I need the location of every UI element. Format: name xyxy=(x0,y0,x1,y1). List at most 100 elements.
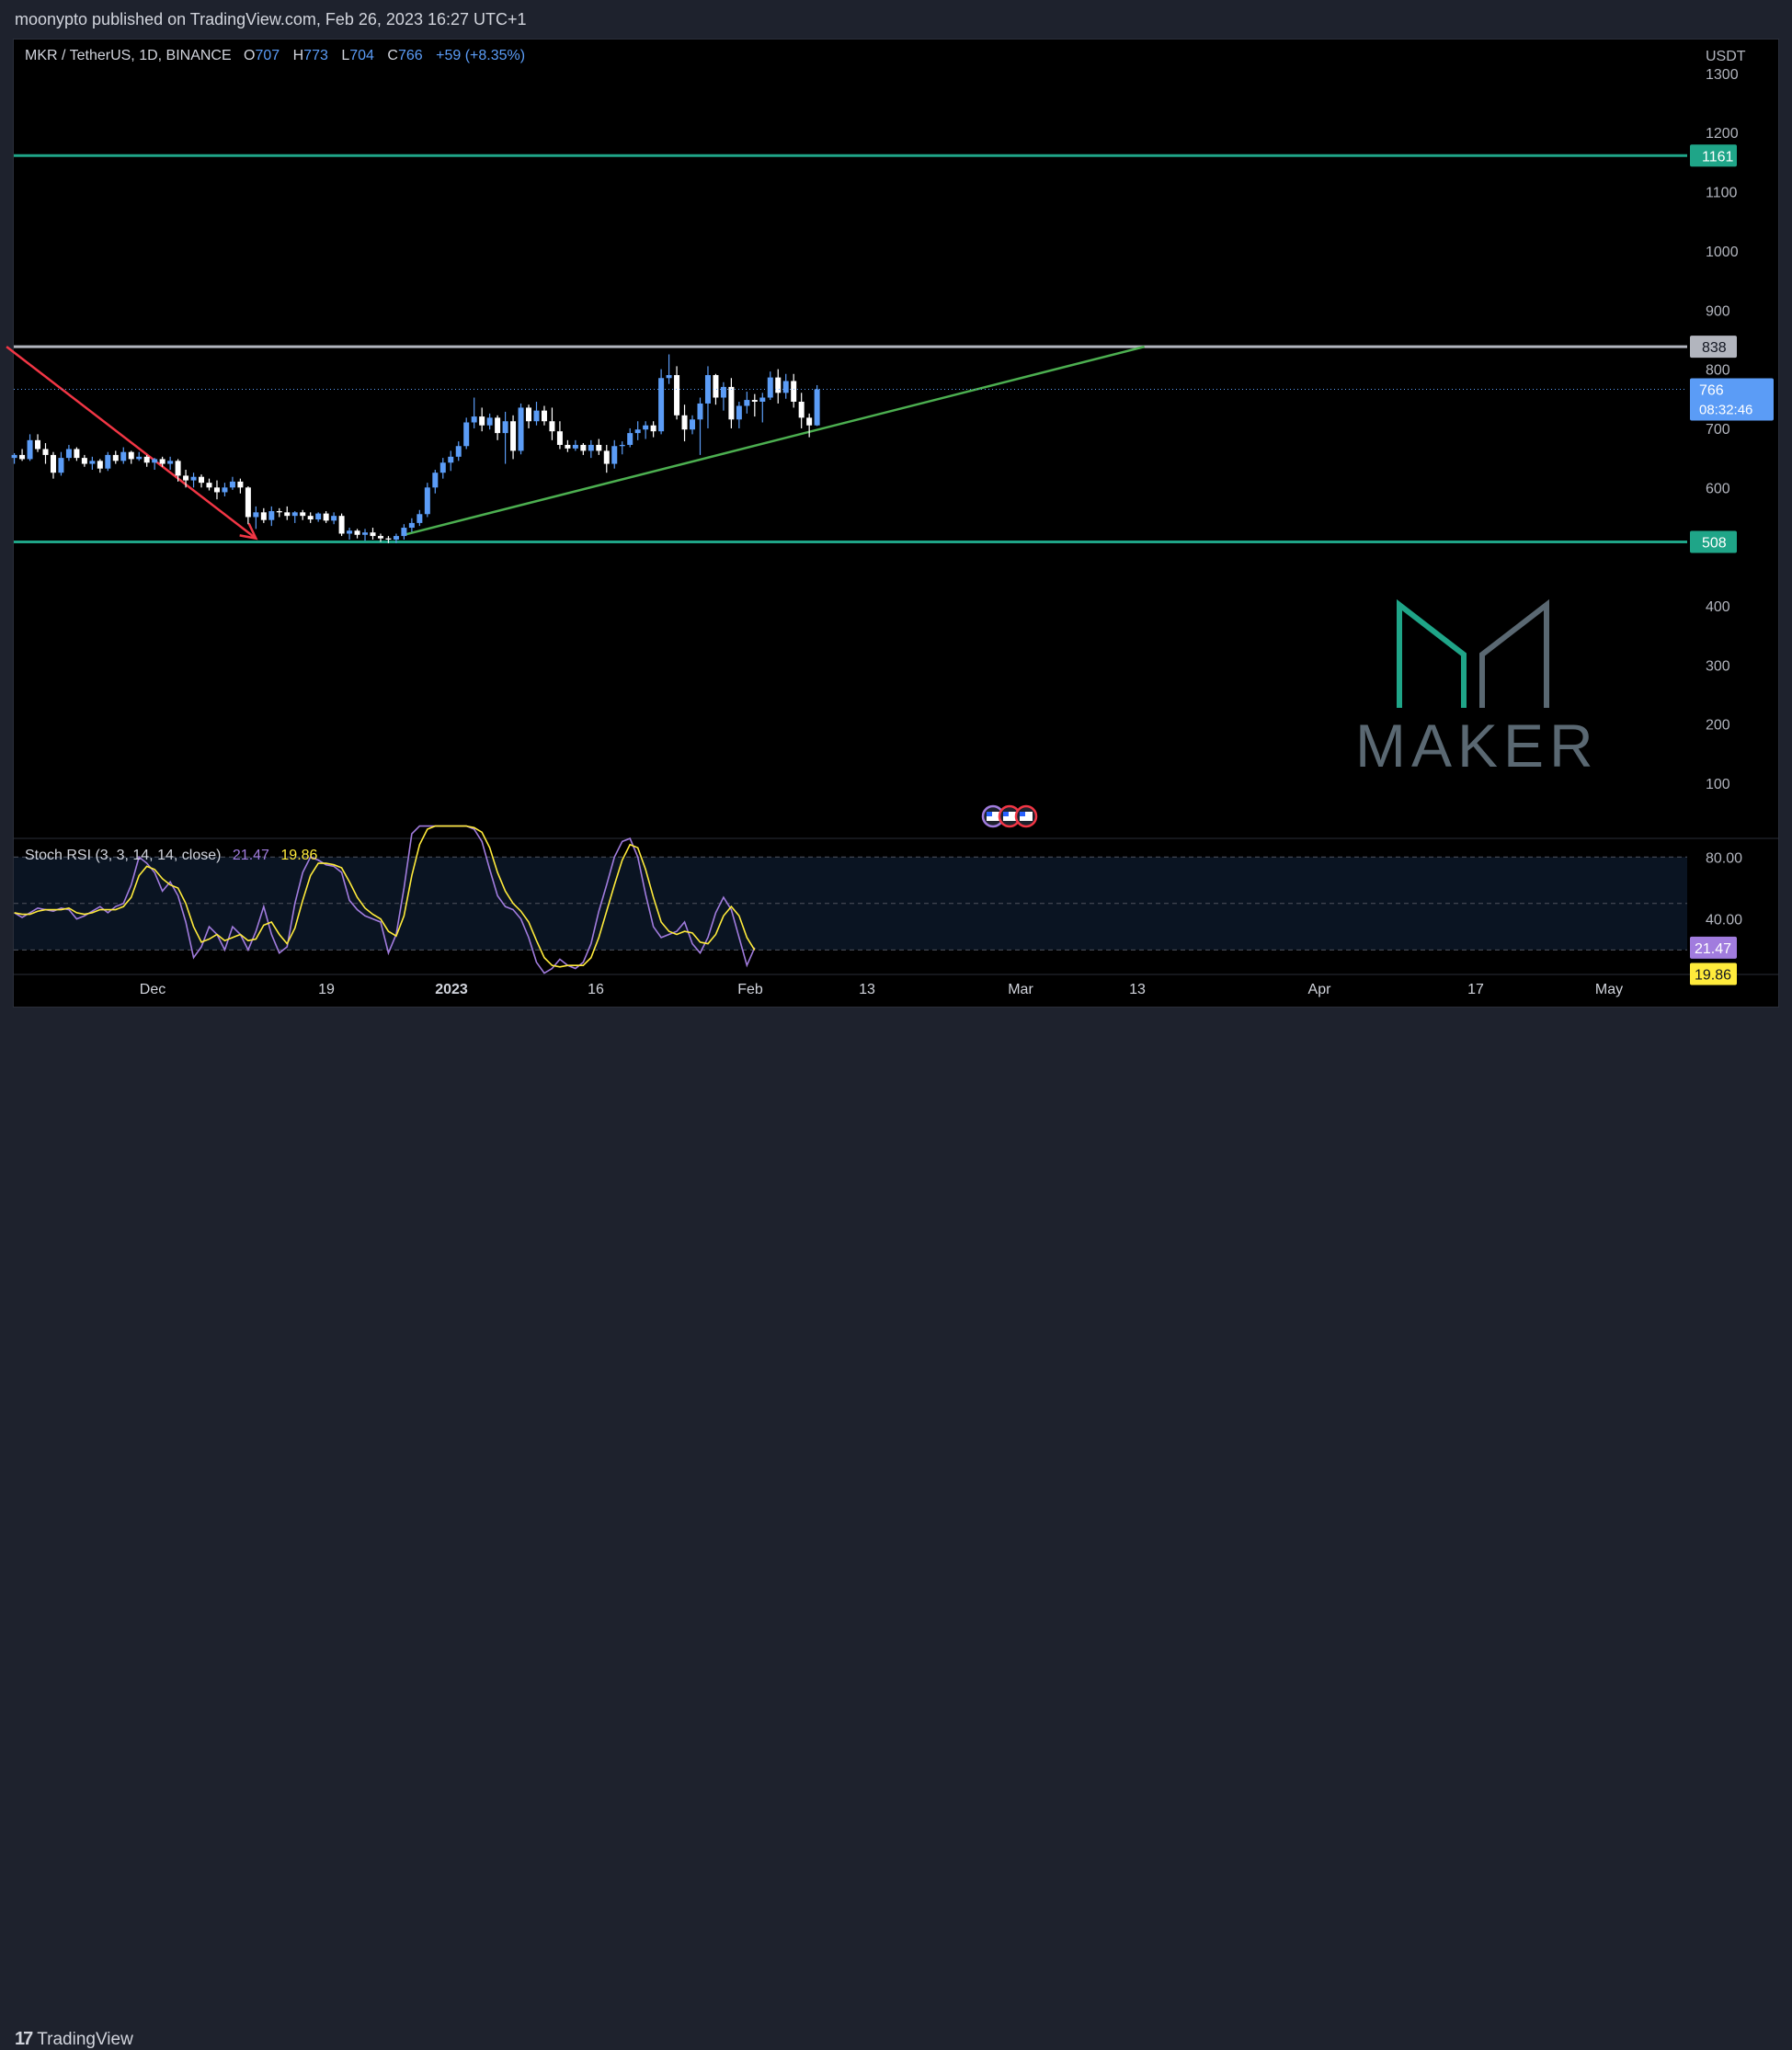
candle-body[interactable] xyxy=(619,444,625,447)
candle-body[interactable] xyxy=(697,403,703,420)
candle-body[interactable] xyxy=(549,421,555,432)
candle-body[interactable] xyxy=(354,530,360,535)
candle-body[interactable] xyxy=(190,476,197,481)
candle-body[interactable] xyxy=(222,487,228,493)
candle-body[interactable] xyxy=(128,451,134,460)
candle-body[interactable] xyxy=(35,439,41,450)
candle-body[interactable] xyxy=(11,454,17,459)
candle-body[interactable] xyxy=(401,528,407,537)
candle-body[interactable] xyxy=(276,511,282,513)
candle-body[interactable] xyxy=(713,375,719,398)
candle-body[interactable] xyxy=(362,532,369,535)
candle-body[interactable] xyxy=(206,483,212,488)
candle-body[interactable] xyxy=(580,444,587,451)
candle-body[interactable] xyxy=(74,449,80,459)
candle-body[interactable] xyxy=(58,458,64,473)
candle-body[interactable] xyxy=(744,400,750,406)
candle-body[interactable] xyxy=(728,386,735,420)
candle-body[interactable] xyxy=(666,375,672,379)
candle-body[interactable] xyxy=(338,516,345,534)
candle-body[interactable] xyxy=(268,511,275,520)
candle-body[interactable] xyxy=(183,475,189,481)
candle-body[interactable] xyxy=(495,417,501,434)
candle-body[interactable] xyxy=(814,389,820,426)
symbol-name[interactable]: MKR / TetherUS, 1D, BINANCE xyxy=(25,48,232,63)
tradingview-brand[interactable]: 17 TradingView xyxy=(15,2029,133,2050)
candle-body[interactable] xyxy=(603,450,610,464)
candle-body[interactable] xyxy=(105,454,111,469)
candle-body[interactable] xyxy=(307,516,314,520)
candle-body[interactable] xyxy=(556,431,563,445)
candle-body[interactable] xyxy=(393,536,399,540)
candle-body[interactable] xyxy=(486,417,493,426)
candle-body[interactable] xyxy=(510,421,517,451)
candle-body[interactable] xyxy=(658,378,665,432)
candle-body[interactable] xyxy=(690,419,696,430)
candle-body[interactable] xyxy=(347,530,353,534)
candle-body[interactable] xyxy=(643,425,649,430)
candle-body[interactable] xyxy=(65,449,72,459)
candle-body[interactable] xyxy=(260,512,267,520)
candle-body[interactable] xyxy=(300,512,306,517)
chart-canvas[interactable]: 1002003004005006007008009001000110012001… xyxy=(0,0,1792,1055)
candle-body[interactable] xyxy=(377,536,383,539)
candle-body[interactable] xyxy=(120,451,127,461)
candle-body[interactable] xyxy=(213,487,220,493)
trendline[interactable] xyxy=(404,345,1145,536)
candle-body[interactable] xyxy=(439,462,446,473)
candle-body[interactable] xyxy=(408,522,415,529)
candle-body[interactable] xyxy=(767,377,773,398)
candle-body[interactable] xyxy=(229,481,235,488)
candle-body[interactable] xyxy=(479,416,485,426)
candle-body[interactable] xyxy=(518,407,524,451)
stoch-rsi-d-line[interactable] xyxy=(14,825,756,968)
candle-body[interactable] xyxy=(736,405,742,420)
candle-body[interactable] xyxy=(775,377,782,393)
candle-body[interactable] xyxy=(136,456,143,460)
candle-body[interactable] xyxy=(455,446,462,457)
candle-body[interactable] xyxy=(152,459,158,463)
candle-body[interactable] xyxy=(112,454,119,461)
chart-frame[interactable] xyxy=(13,39,1779,1008)
candle-body[interactable] xyxy=(245,487,251,518)
candle-body[interactable] xyxy=(42,449,49,455)
candle-body[interactable] xyxy=(199,476,205,484)
candle-body[interactable] xyxy=(650,425,656,432)
candle-body[interactable] xyxy=(159,459,166,464)
candle-body[interactable] xyxy=(471,416,477,423)
candle-body[interactable] xyxy=(19,454,26,460)
candle-body[interactable] xyxy=(432,473,439,488)
candle-body[interactable] xyxy=(588,444,594,451)
candle-body[interactable] xyxy=(284,512,291,517)
candle-body[interactable] xyxy=(572,444,578,449)
candle-body[interactable] xyxy=(253,512,259,518)
candle-body[interactable] xyxy=(565,444,571,449)
candle-body[interactable] xyxy=(704,375,711,404)
candle-body[interactable] xyxy=(143,456,150,463)
candle-body[interactable] xyxy=(759,397,766,402)
candle-body[interactable] xyxy=(791,381,797,402)
candle-body[interactable] xyxy=(417,514,423,523)
candle-body[interactable] xyxy=(541,410,547,422)
candle-body[interactable] xyxy=(463,422,470,447)
candle-body[interactable] xyxy=(596,444,602,451)
candle-body[interactable] xyxy=(798,401,805,418)
candle-body[interactable] xyxy=(611,446,618,464)
candle-body[interactable] xyxy=(315,513,322,520)
candle-body[interactable] xyxy=(634,429,641,434)
candle-body[interactable] xyxy=(751,400,758,402)
trendline[interactable] xyxy=(6,346,257,540)
candle-body[interactable] xyxy=(370,532,376,537)
candle-body[interactable] xyxy=(385,538,392,540)
candle-body[interactable] xyxy=(448,456,454,463)
candle-body[interactable] xyxy=(291,512,298,517)
candle-body[interactable] xyxy=(806,417,813,426)
candle-body[interactable] xyxy=(526,407,532,422)
candle-body[interactable] xyxy=(681,415,688,430)
candle-body[interactable] xyxy=(720,386,726,398)
candle-body[interactable] xyxy=(627,433,633,445)
stoch-rsi-title[interactable]: Stoch RSI (3, 3, 14, 14, close) xyxy=(25,848,222,863)
candle-body[interactable] xyxy=(27,439,33,460)
candle-body[interactable] xyxy=(323,513,329,521)
candle-body[interactable] xyxy=(424,487,430,515)
